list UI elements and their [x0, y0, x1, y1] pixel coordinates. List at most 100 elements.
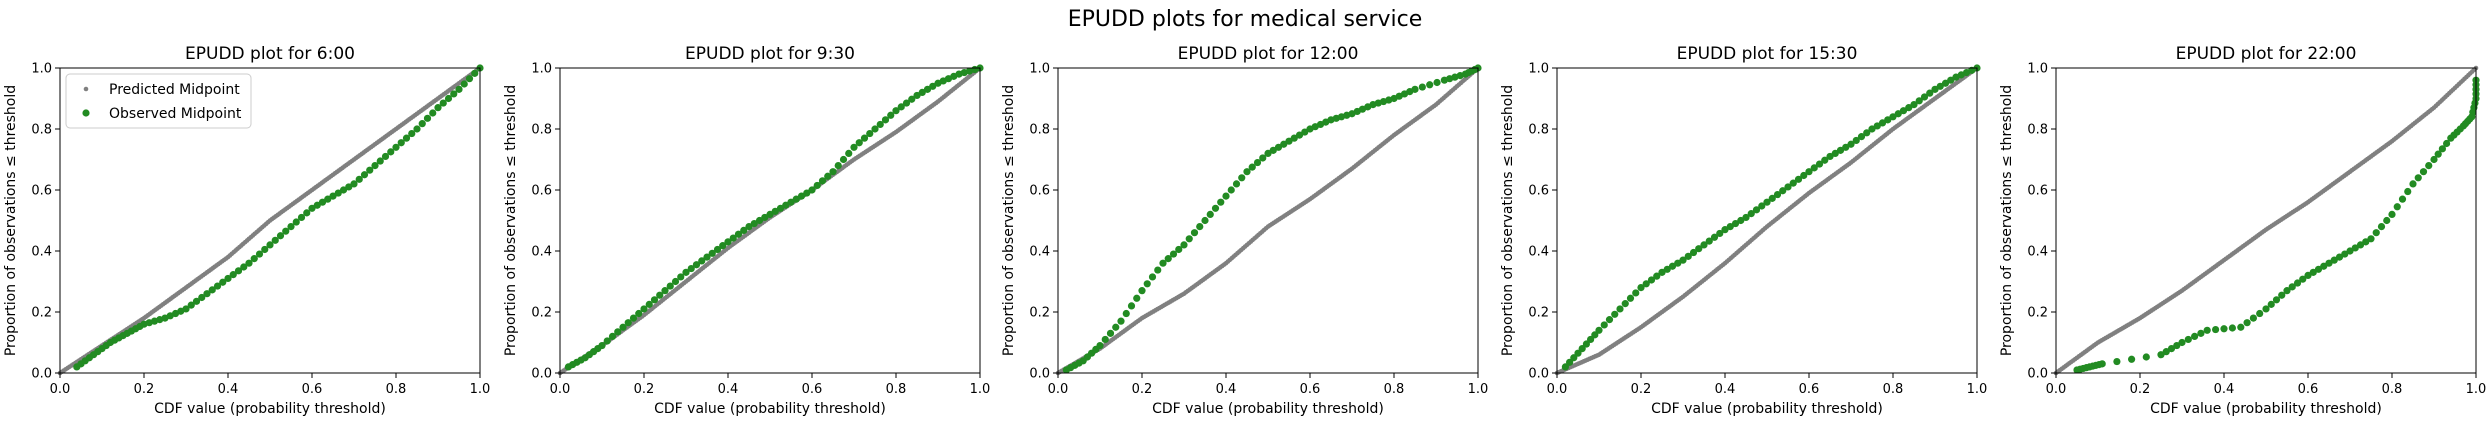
observed-point — [1831, 149, 1839, 157]
y-tick-label: 1.0 — [1528, 62, 1549, 77]
x-tick-label: 1.0 — [970, 382, 991, 397]
x-tick-label: 1.0 — [470, 382, 491, 397]
legend-box — [65, 73, 252, 129]
y-tick-label: 0.0 — [531, 367, 552, 382]
observed-point — [1106, 329, 1115, 337]
x-tick-label: 0.8 — [1883, 382, 1904, 397]
observed-point — [1779, 187, 1787, 195]
x-tick-label: 0.4 — [218, 382, 239, 397]
observed-point — [1626, 294, 1635, 302]
observed-point — [1190, 229, 1199, 237]
observed-point — [1591, 331, 1599, 339]
observed-point — [640, 305, 648, 313]
y-tick-label: 1.0 — [531, 62, 552, 77]
observed-point — [1243, 168, 1251, 176]
observed-point — [450, 90, 458, 98]
observed-point — [661, 287, 669, 295]
y-tick-label: 0.2 — [1528, 306, 1549, 321]
observed-point — [1096, 341, 1104, 350]
observed-point — [1206, 210, 1214, 218]
x-tick-label: 0.8 — [1384, 382, 1405, 397]
observed-point — [2367, 235, 2375, 243]
observed-point — [1159, 259, 1167, 267]
panel-title: EPUDD plot for 6:00 — [185, 44, 355, 64]
x-tick-label: 1.0 — [2466, 382, 2487, 397]
y-tick-label: 0.2 — [531, 306, 552, 321]
observed-point — [1637, 284, 1645, 292]
observed-point — [887, 111, 895, 119]
observed-point — [1658, 268, 1666, 276]
y-tick-label: 0.0 — [1528, 367, 1549, 382]
observed-point — [1847, 140, 1855, 148]
y-tick-label: 0.2 — [31, 306, 52, 321]
observed-point — [2128, 355, 2136, 363]
observed-point — [1920, 93, 1929, 101]
observed-point — [397, 139, 405, 147]
legend: Predicted Midpoint Observed Midpoint — [65, 73, 252, 129]
observed-point — [2256, 309, 2264, 318]
observed-point — [1926, 89, 1934, 97]
y-tick-label: 0.6 — [1029, 184, 1050, 199]
observed-point — [234, 267, 243, 275]
y-tick-label: 0.4 — [1029, 245, 1050, 260]
observed-point — [1217, 198, 1225, 206]
panel-3: EPUDD plot for 12:00 0.0 0.2 0.4 0.6 0.8 1.0 0.… — [1001, 44, 1488, 417]
observed-point — [1169, 250, 1178, 258]
observed-point — [929, 82, 937, 90]
observed-point — [1587, 335, 1595, 344]
x-axis-label: CDF value (probability threshold) — [1651, 401, 1883, 417]
observed-point — [213, 282, 222, 290]
y-tick-label: 0.6 — [31, 184, 52, 199]
observed-point — [1894, 110, 1902, 118]
observed-point — [818, 177, 827, 185]
observed-point — [1857, 133, 1866, 141]
observed-point — [182, 305, 190, 313]
observed-point — [1674, 259, 1682, 267]
observed-point — [1878, 119, 1887, 127]
observed-point — [724, 238, 732, 246]
observed-point — [455, 85, 463, 93]
observed-point — [692, 261, 701, 269]
observed-point — [876, 120, 884, 129]
observed-point — [1800, 171, 1808, 180]
observed-point — [2142, 353, 2150, 361]
x-tick-label: 0.8 — [886, 382, 907, 397]
observed-point — [1595, 326, 1603, 334]
observed-point — [1259, 154, 1267, 162]
y-tick-label: 0.6 — [531, 184, 552, 199]
observed-point — [334, 189, 342, 197]
observed-point — [423, 114, 432, 122]
y-tick-label: 0.6 — [1528, 184, 1549, 199]
observed-point — [1716, 229, 1724, 238]
observed-point — [1758, 202, 1766, 210]
y-tick-label: 0.0 — [31, 367, 52, 382]
observed-point — [2267, 300, 2275, 308]
observed-point — [371, 162, 379, 170]
observed-point — [1642, 280, 1650, 288]
observed-point — [860, 134, 869, 142]
observed-point — [292, 218, 300, 226]
observed-point — [2262, 305, 2270, 313]
observed-point — [471, 69, 479, 77]
observed-point — [1789, 179, 1797, 187]
x-tick-label: 0.6 — [302, 382, 323, 397]
observed-point — [1143, 280, 1151, 288]
observed-point — [1768, 194, 1776, 202]
observed-point — [360, 171, 369, 179]
x-tick-label: 0.2 — [134, 382, 155, 397]
observed-point — [845, 149, 853, 157]
observed-point — [1238, 174, 1246, 182]
y-tick-label: 0.4 — [531, 245, 552, 260]
observed-point — [1285, 137, 1293, 145]
y-axis-label: Proportion of observations ≤ threshold — [1500, 85, 1516, 356]
observed-point — [1117, 317, 1125, 325]
observed-point — [608, 332, 617, 340]
observed-point — [1731, 219, 1740, 228]
y-axis-label: Proportion of observations ≤ threshold — [3, 85, 19, 356]
observed-point — [1632, 289, 1640, 297]
observed-point — [187, 301, 195, 309]
observed-point — [1264, 149, 1272, 157]
observed-point — [1737, 216, 1745, 225]
observed-point — [339, 186, 348, 194]
observed-point — [656, 291, 664, 299]
